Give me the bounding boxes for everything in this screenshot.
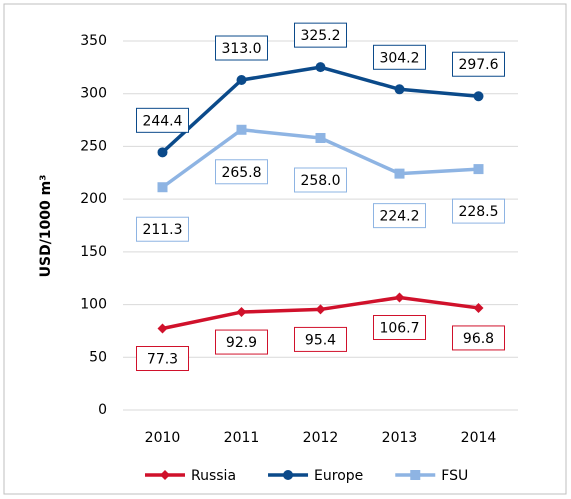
data-label: 325.2 (300, 28, 340, 44)
y-tick-label: 50 (89, 349, 107, 365)
data-label-box (215, 159, 268, 185)
data-label: 95.4 (305, 332, 336, 348)
data-point (394, 168, 405, 179)
legend-marker (410, 470, 421, 480)
data-label: 228.5 (458, 204, 498, 220)
y-tick-label: 300 (80, 86, 107, 102)
data-label-box (452, 325, 505, 351)
data-point (315, 304, 326, 315)
data-label: 304.2 (379, 50, 419, 66)
data-label-box (215, 329, 268, 355)
data-point (473, 302, 484, 313)
data-label: 313.0 (221, 41, 261, 57)
legend-label: FSU (441, 468, 468, 484)
data-label-box (136, 346, 189, 372)
y-axis-label: USD/1000 m³ (38, 175, 54, 278)
data-label: 77.3 (147, 352, 178, 368)
data-label: 211.3 (142, 222, 182, 238)
data-label-box (136, 107, 189, 133)
data-label-box (452, 51, 505, 77)
y-tick-label: 250 (80, 138, 107, 154)
data-label-box (294, 22, 347, 48)
legend-label: Russia (191, 468, 236, 484)
data-point (473, 91, 484, 102)
legend-label: Europe (314, 468, 363, 484)
data-point (236, 307, 247, 318)
y-tick-label: 200 (80, 191, 107, 207)
data-label: 258.0 (300, 173, 340, 189)
x-tick-label: 2010 (145, 430, 181, 446)
data-point (236, 124, 247, 135)
data-point (157, 323, 168, 334)
legend-marker (160, 470, 170, 480)
data-label: 92.9 (226, 335, 257, 351)
data-label-box (294, 326, 347, 352)
y-tick-label: 0 (98, 402, 107, 418)
data-label-box (294, 167, 347, 193)
data-label-box (373, 315, 426, 341)
data-point (315, 132, 326, 143)
data-point (394, 84, 405, 95)
x-tick-label: 2011 (224, 430, 260, 446)
x-tick-label: 2014 (461, 430, 497, 446)
legend-marker (283, 470, 294, 480)
data-point (157, 182, 168, 193)
data-label: 224.2 (379, 209, 419, 225)
y-tick-label: 150 (80, 244, 107, 260)
data-label-box (452, 198, 505, 224)
data-label: 265.8 (221, 165, 261, 181)
data-label: 244.4 (142, 113, 182, 129)
data-point (157, 147, 168, 158)
x-tick-label: 2013 (382, 430, 418, 446)
y-tick-label: 350 (80, 33, 107, 49)
x-tick-label: 2012 (303, 430, 339, 446)
data-point (394, 292, 405, 303)
chart-frame (3, 3, 567, 495)
data-label: 297.6 (458, 57, 498, 73)
y-tick-label: 100 (80, 297, 107, 313)
data-label: 106.7 (379, 321, 419, 337)
data-label-box (215, 35, 268, 61)
data-label-box (373, 203, 426, 229)
data-label-box (136, 216, 189, 242)
data-point (236, 75, 247, 86)
data-point (473, 164, 484, 175)
data-point (315, 62, 326, 73)
data-label-box (373, 44, 426, 70)
data-label: 96.8 (463, 331, 494, 347)
